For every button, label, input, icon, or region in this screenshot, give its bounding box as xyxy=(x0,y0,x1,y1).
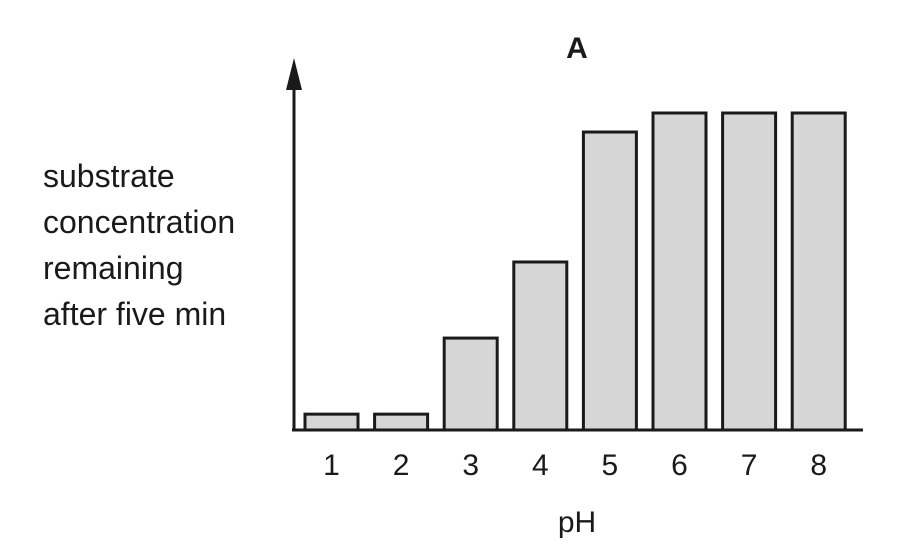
x-tick-label: 1 xyxy=(323,449,340,482)
y-axis-label: substrate concentration remaining after … xyxy=(43,158,235,332)
bar-ph-5 xyxy=(581,130,638,432)
bar-ph-2 xyxy=(373,412,430,432)
bar-ph-1 xyxy=(303,412,360,432)
x-tick-label: 8 xyxy=(810,449,827,482)
bar-ph-7 xyxy=(721,111,778,432)
x-axis-label: pH xyxy=(558,506,596,539)
x-tick-label: 6 xyxy=(671,449,688,482)
x-tick-labels: 1 2 3 4 5 6 7 8 xyxy=(323,449,827,482)
bar-ph-6 xyxy=(651,111,708,432)
x-tick-label: 7 xyxy=(741,449,758,482)
y-axis-label-line: remaining xyxy=(43,250,184,286)
bars-group xyxy=(303,111,847,432)
chart-title: A xyxy=(566,32,588,65)
y-axis-label-line: after five min xyxy=(43,296,226,332)
x-tick-label: 4 xyxy=(532,449,549,482)
bar-ph-3 xyxy=(442,336,499,432)
y-axis-arrow-icon xyxy=(286,58,302,90)
x-tick-label: 5 xyxy=(602,449,619,482)
y-axis-label-line: substrate xyxy=(43,158,175,194)
y-axis-label-line: concentration xyxy=(43,204,235,240)
bar-ph-4 xyxy=(512,260,569,432)
x-tick-label: 3 xyxy=(462,449,479,482)
x-tick-label: 2 xyxy=(393,449,410,482)
bar-ph-8 xyxy=(790,111,847,432)
